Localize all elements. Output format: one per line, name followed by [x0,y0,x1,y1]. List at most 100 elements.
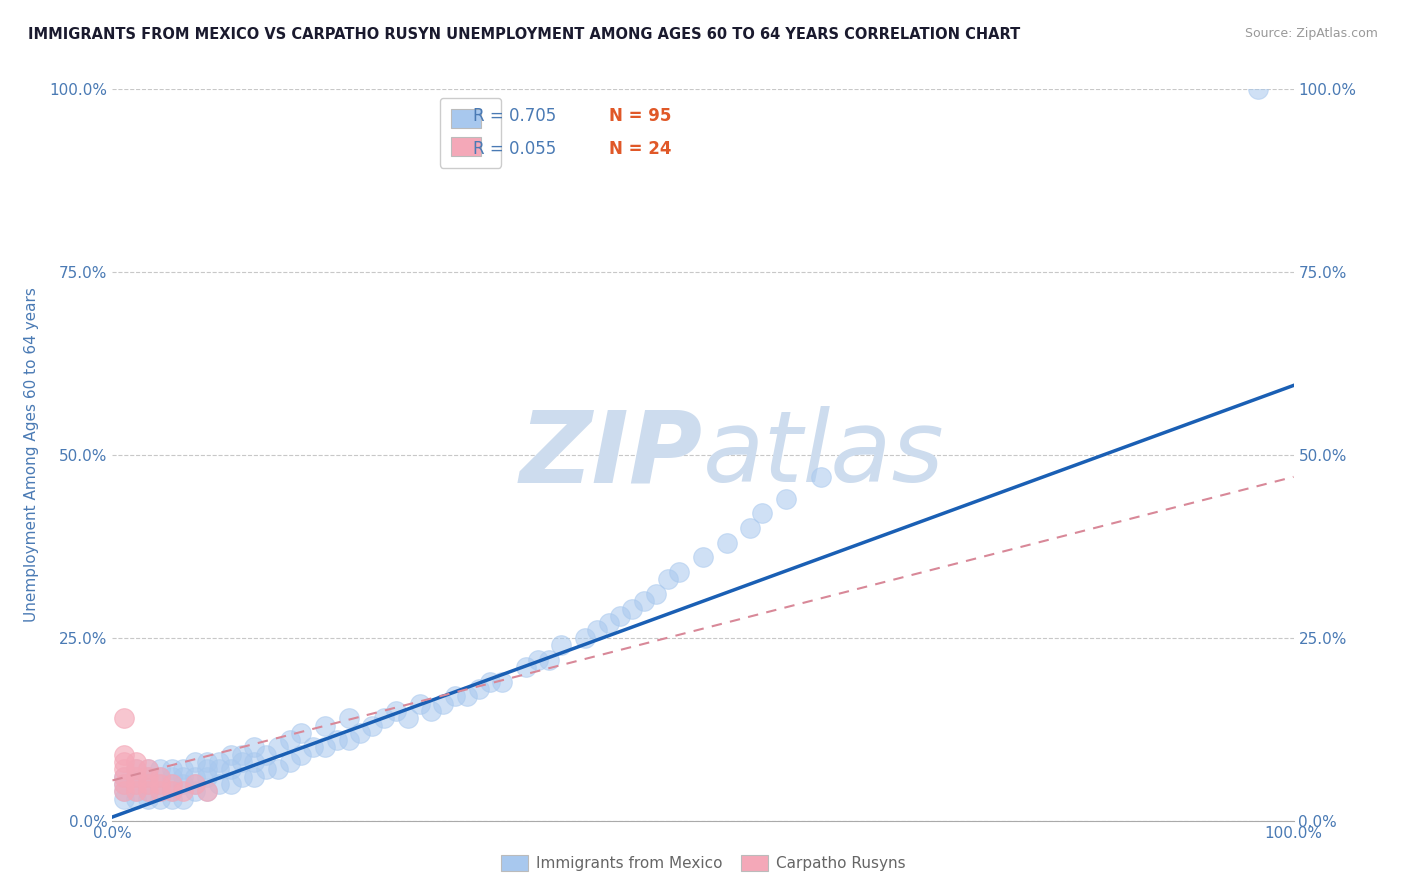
Point [432,697,454,711]
Point [740,521,762,535]
Point [396,711,419,725]
Point [172,763,194,777]
Point [373,711,395,725]
Point [692,550,714,565]
Point [668,565,690,579]
Point [254,763,277,777]
Point [136,763,159,777]
Point [112,784,135,798]
Point [231,755,253,769]
Point [314,718,336,732]
Point [219,747,242,762]
Point [609,608,631,623]
Point [208,777,231,791]
Point [184,770,207,784]
Point [716,535,738,549]
Point [136,791,159,805]
Point [267,740,290,755]
Point [160,784,183,798]
Point [136,777,159,791]
Point [361,718,384,732]
Point [125,770,148,784]
Point [195,784,218,798]
Point [172,770,194,784]
Point [385,704,408,718]
Point [479,674,502,689]
Point [112,763,135,777]
Legend: Immigrants from Mexico, Carpatho Rusyns: Immigrants from Mexico, Carpatho Rusyns [494,847,912,879]
Point [125,777,148,791]
Point [633,594,655,608]
Point [112,784,135,798]
Point [657,572,679,586]
Point [136,763,159,777]
Point [184,777,207,791]
Point [160,763,183,777]
Point [810,470,832,484]
Point [160,791,183,805]
Point [254,747,277,762]
Point [184,777,207,791]
Point [160,784,183,798]
Point [125,784,148,798]
Point [125,763,148,777]
Point [550,638,572,652]
Point [314,740,336,755]
Point [136,777,159,791]
Point [112,791,135,805]
Point [160,777,183,791]
Point [644,587,666,601]
Text: N = 95: N = 95 [609,107,671,125]
Point [775,491,797,506]
Point [149,777,172,791]
Point [195,770,218,784]
Point [219,777,242,791]
Point [267,763,290,777]
Point [160,777,183,791]
Point [125,777,148,791]
Point [184,755,207,769]
Point [125,791,148,805]
Point [136,770,159,784]
Point [149,770,172,784]
Point [112,770,135,784]
Point [149,777,172,791]
Point [149,763,172,777]
Point [208,755,231,769]
Point [136,784,159,798]
Point [149,784,172,798]
Point [231,747,253,762]
Text: N = 24: N = 24 [609,139,671,158]
Point [751,507,773,521]
Point [136,770,159,784]
Point [195,784,218,798]
Point [574,631,596,645]
Point [112,777,135,791]
Point [456,690,478,704]
Point [112,747,135,762]
Point [420,704,443,718]
Point [337,733,360,747]
Y-axis label: Unemployment Among Ages 60 to 64 years: Unemployment Among Ages 60 to 64 years [24,287,38,623]
Point [219,763,242,777]
Point [149,784,172,798]
Point [243,755,266,769]
Point [112,770,135,784]
Point [112,777,135,791]
Point [598,616,620,631]
Point [467,681,489,696]
Point [208,763,231,777]
Point [408,697,430,711]
Point [444,690,467,704]
Point [195,755,218,769]
Point [195,763,218,777]
Point [515,660,537,674]
Text: atlas: atlas [703,407,945,503]
Text: IMMIGRANTS FROM MEXICO VS CARPATHO RUSYN UNEMPLOYMENT AMONG AGES 60 TO 64 YEARS : IMMIGRANTS FROM MEXICO VS CARPATHO RUSYN… [28,27,1021,42]
Point [243,770,266,784]
Point [278,733,301,747]
Point [172,784,194,798]
Point [491,674,513,689]
Point [1247,82,1270,96]
Point [585,624,607,638]
